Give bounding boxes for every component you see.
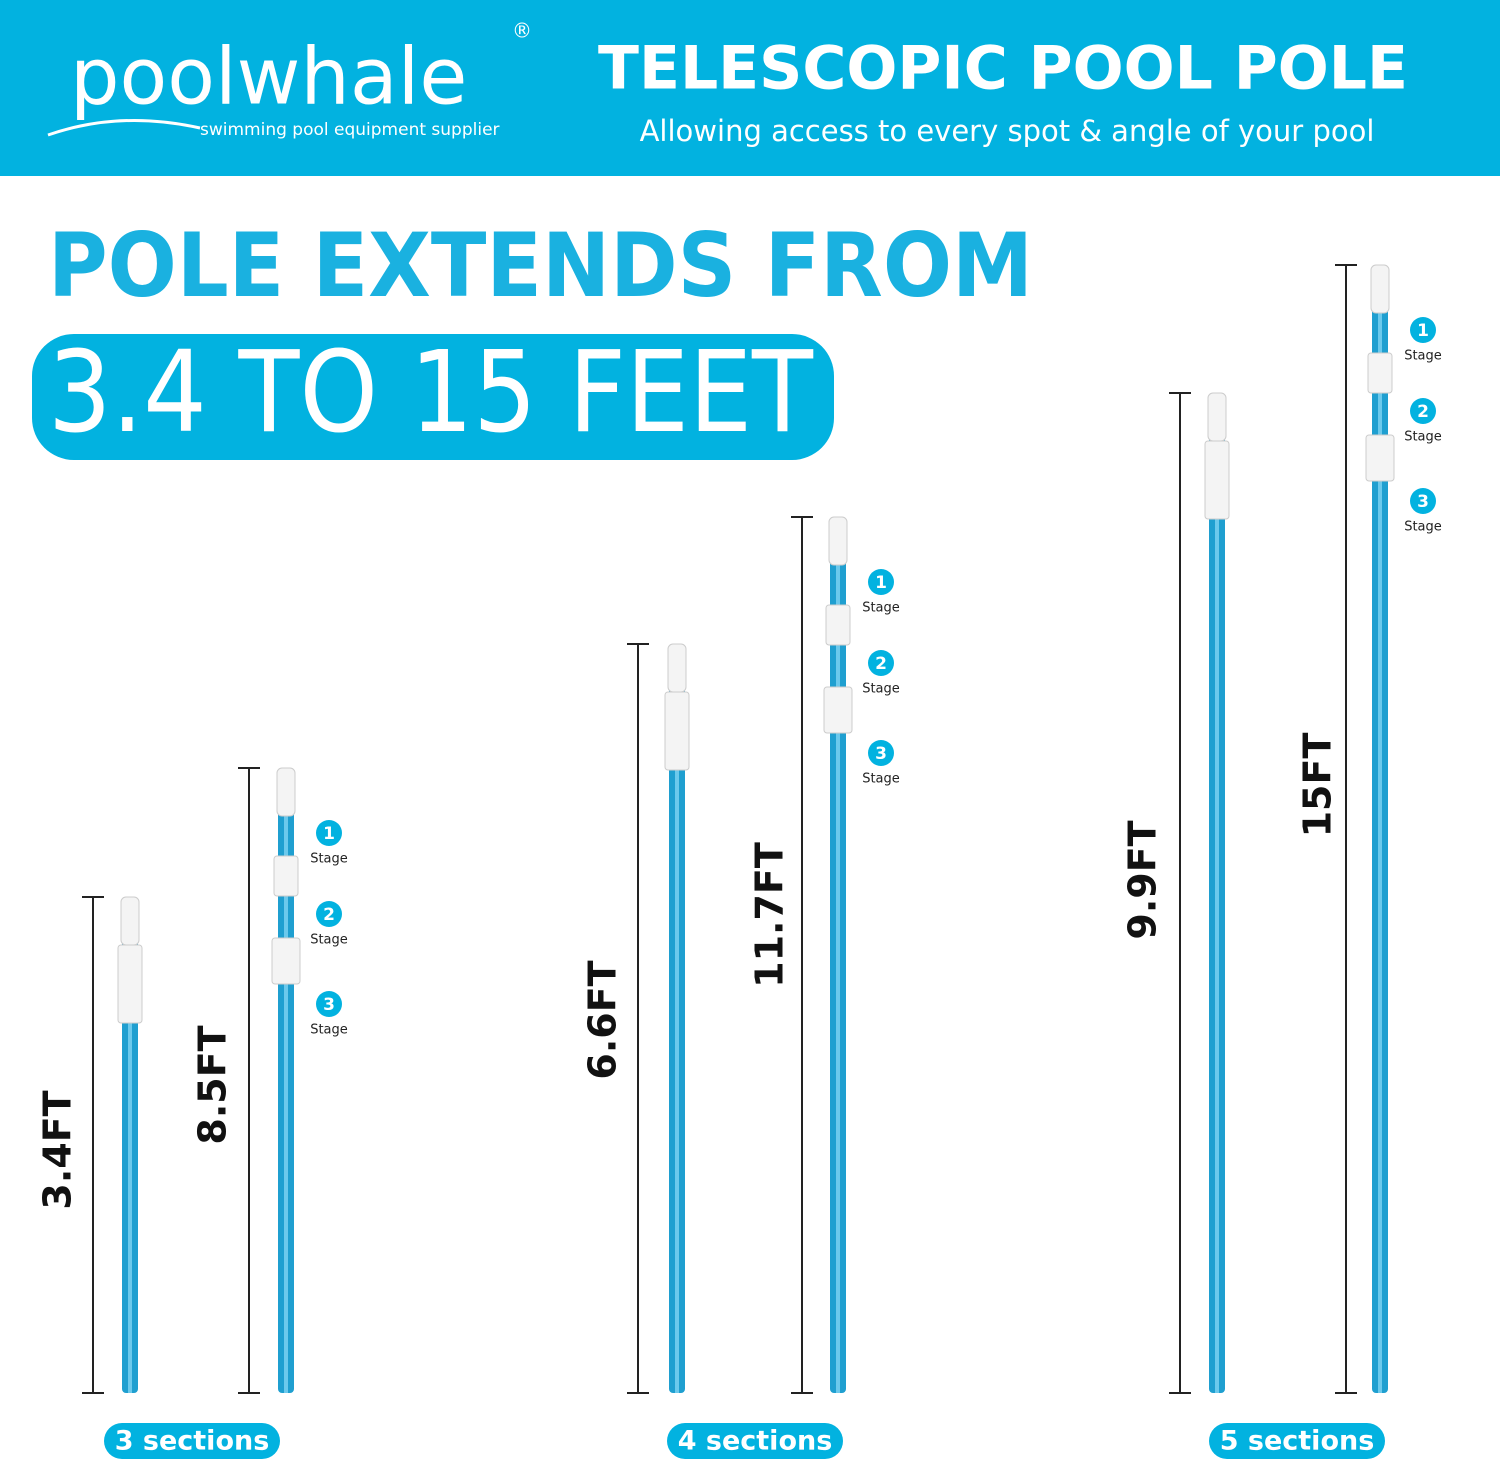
header-band [0,0,1500,176]
header-title: TELESCOPIC POOL POLE [598,34,1408,104]
headline-range: 3.4 TO 15 FEET [48,328,814,458]
stage-number: 2 [323,905,335,925]
tagline: swimming pool equipment supplier [200,120,500,140]
brand: poolwhale [70,32,467,122]
length-label: 3.4FT [36,1090,80,1209]
stage-label: Stage [310,933,348,948]
stage-number: 1 [323,824,335,844]
pole-collar [825,604,851,646]
pole-collar [271,937,301,985]
registered-mark: ® [512,19,532,43]
stage-badge [316,901,342,927]
stage-number: 3 [323,995,335,1015]
pole-highlight [675,684,679,1393]
stage-label: Stage [1404,349,1442,364]
stage-number: 1 [1417,321,1429,341]
stage-number: 1 [875,573,887,593]
pole-cap [120,896,140,946]
stage-number: 3 [1417,492,1429,512]
pole-handle [117,944,143,1024]
stage-label: Stage [1404,520,1442,535]
pole-handle [664,691,690,771]
headline: POLE EXTENDS FROM [48,214,1033,317]
stage-number: 2 [1417,402,1429,422]
stage-badge [1410,488,1436,514]
stage-label: Stage [1404,430,1442,445]
section-label: 5 sections [1220,1426,1375,1457]
length-label: 11.7FT [748,842,792,988]
stage-number: 2 [875,654,887,674]
length-label: 15FT [1296,733,1340,838]
section-label: 4 sections [678,1426,833,1457]
headline-pill [32,334,834,460]
pole-cap [667,643,687,693]
section-pill [667,1423,843,1459]
pole-cap [1370,264,1390,314]
stage-badge [868,740,894,766]
stage-label: Stage [862,772,900,787]
stage-badge [1410,317,1436,343]
header-subtitle: Allowing access to every spot & angle of… [640,114,1375,148]
pole-highlight [1378,305,1382,1393]
stage-badge [868,569,894,595]
pole-cap [828,516,848,566]
stage-label: Stage [862,601,900,616]
stage-number: 3 [875,744,887,764]
pole-collar [1365,434,1395,482]
section-label: 3 sections [115,1426,270,1457]
pole-collar [1367,352,1393,394]
pole-cap [1207,392,1227,442]
stage-badge [316,820,342,846]
pole-cap [276,767,296,817]
length-label: 9.9FT [1121,820,1165,939]
stage-label: Stage [310,1023,348,1038]
pole-collar [823,686,853,734]
stage-badge [316,991,342,1017]
stage-label: Stage [310,852,348,867]
length-label: 6.6FT [581,960,625,1079]
pole-handle [1204,440,1230,520]
pole-highlight [1215,433,1219,1393]
pole-highlight [128,937,132,1393]
pole-collar [273,855,299,897]
logo-wave [47,119,201,137]
pole-highlight [284,808,288,1393]
section-pill [104,1423,280,1459]
length-label: 8.5FT [191,1025,235,1144]
stage-badge [868,650,894,676]
stage-label: Stage [862,682,900,697]
pole-highlight [836,557,840,1393]
section-pill [1209,1423,1385,1459]
stage-badge [1410,398,1436,424]
